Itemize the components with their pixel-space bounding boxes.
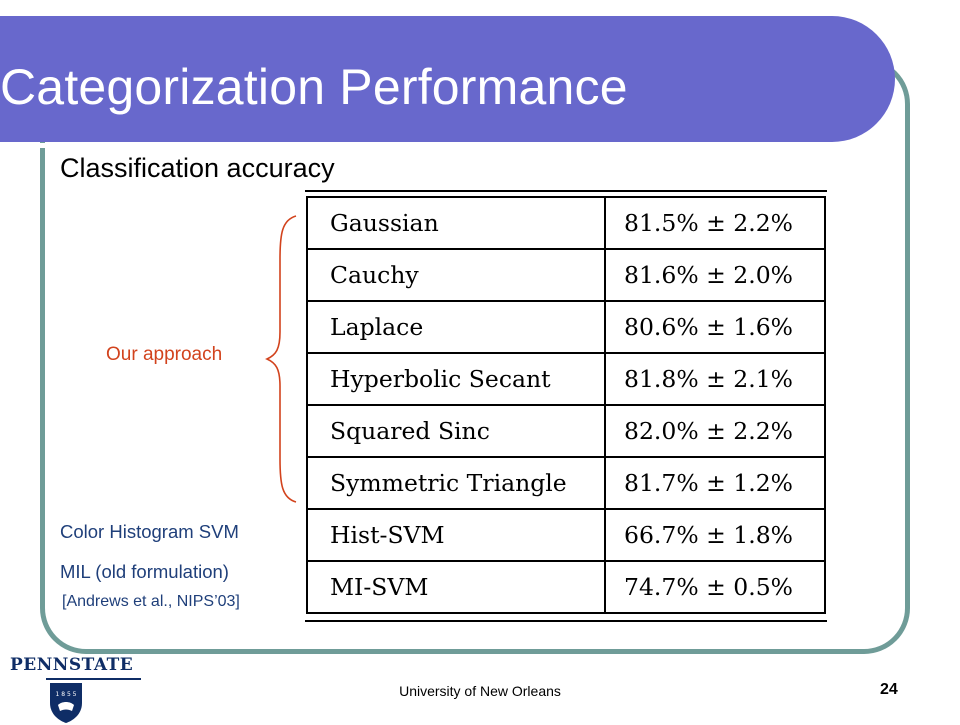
logo-year: 1 8 5 5: [56, 691, 77, 698]
table-row: Hyperbolic Secant 81.8% ± 2.1%: [306, 352, 826, 406]
title-bar: Categorization Performance: [0, 16, 895, 148]
method-cell: MI-SVM: [306, 560, 606, 614]
results-table: Gaussian 81.5% ± 2.2% Cauchy 81.6% ± 2.0% La…: [306, 196, 826, 614]
method-cell: Gaussian: [306, 196, 606, 250]
citation-label: [Andrews et al., NIPS’03]: [62, 593, 240, 610]
table-row: Gaussian 81.5% ± 2.2%: [306, 196, 826, 250]
accuracy-cell: 80.6% ± 1.6%: [604, 300, 826, 354]
table-row: Cauchy 81.6% ± 2.0%: [306, 248, 826, 302]
table-row: MI-SVM 74.7% ± 0.5%: [306, 560, 826, 614]
logo-underline: [46, 678, 141, 680]
slide-subtitle: Classification accuracy: [60, 153, 335, 183]
results-table-body: Gaussian 81.5% ± 2.2% Cauchy 81.6% ± 2.0% La…: [306, 196, 826, 614]
accuracy-cell: 81.7% ± 1.2%: [604, 456, 826, 510]
footer-text: University of New Orleans: [399, 683, 561, 699]
our-approach-label: Our approach: [106, 344, 223, 365]
curly-brace-icon: [265, 215, 297, 503]
method-cell: Cauchy: [306, 248, 606, 302]
accuracy-cell: 81.6% ± 2.0%: [604, 248, 826, 302]
accuracy-cell: 81.5% ± 2.2%: [604, 196, 826, 250]
accuracy-cell: 66.7% ± 1.8%: [604, 508, 826, 562]
page-number: 24: [880, 681, 898, 698]
table-row: Symmetric Triangle 81.7% ± 1.2%: [306, 456, 826, 510]
table-bottom-rule: [305, 620, 827, 622]
table-row: Squared Sinc 82.0% ± 2.2%: [306, 404, 826, 458]
method-cell: Squared Sinc: [306, 404, 606, 458]
shield-icon: 1 8 5 5: [50, 683, 82, 723]
pennstate-logo: PENNSTATE 1 8 5 5: [10, 655, 141, 723]
pennstate-logo-text: PENNSTATE: [10, 655, 134, 675]
mil-label: MIL (old formulation): [60, 561, 229, 582]
table-row: Laplace 80.6% ± 1.6%: [306, 300, 826, 354]
table-top-rule: [305, 190, 827, 192]
accuracy-cell: 82.0% ± 2.2%: [604, 404, 826, 458]
method-cell: Hyperbolic Secant: [306, 352, 606, 406]
hist-svm-label: Color Histogram SVM: [60, 521, 239, 542]
accuracy-cell: 81.8% ± 2.1%: [604, 352, 826, 406]
method-cell: Laplace: [306, 300, 606, 354]
slide-title: Categorization Performance: [0, 59, 628, 115]
method-cell: Symmetric Triangle: [306, 456, 606, 510]
title-underline: [0, 143, 820, 148]
table-row: Hist-SVM 66.7% ± 1.8%: [306, 508, 826, 562]
accuracy-cell: 74.7% ± 0.5%: [604, 560, 826, 614]
method-cell: Hist-SVM: [306, 508, 606, 562]
